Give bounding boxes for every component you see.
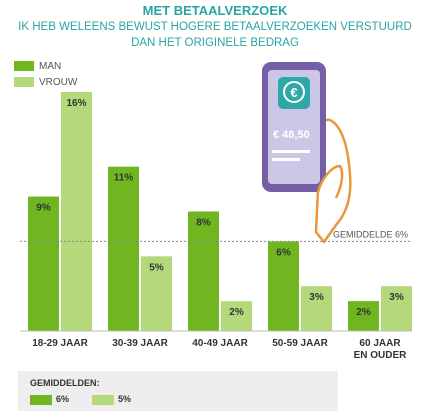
- averages-panel: GEMIDDELDEN: 6% 5%: [18, 371, 338, 411]
- euro-icon-ring: [283, 81, 305, 103]
- bar-chart: € € 48,50 9% 16% 11% 5% 8% 2% 6% 3% 2% 3% GEMIDDE…: [20, 62, 412, 361]
- phone-text-line-1: [272, 150, 310, 153]
- bar-value-label-vrouw-1: 5%: [149, 262, 164, 273]
- legend-item-man: MAN: [14, 58, 77, 74]
- bar-man-0: [28, 196, 59, 331]
- bar-vrouw-1: [141, 256, 172, 331]
- bar-value-label-man-2: 8%: [196, 218, 211, 229]
- average-vrouw-value: 5%: [118, 394, 132, 404]
- average-man-swatch: [30, 395, 52, 405]
- bar-value-label-man-3: 6%: [276, 247, 291, 258]
- averages-title: GEMIDDELDEN:: [30, 378, 100, 388]
- bar-value-label-man-4: 2%: [356, 307, 371, 318]
- bar-value-label-vrouw-3: 3%: [309, 292, 324, 303]
- bar-man-2: [188, 211, 219, 331]
- bar-labels-group: 9% 16% 11% 5% 8% 2% 6% 3% 2% 3%: [36, 98, 404, 318]
- average-reference-label: GEMIDDELDE 6%: [333, 229, 408, 239]
- category-label-4: 60 JAAR EN OUDER: [354, 338, 408, 361]
- subtitle-line-2: DAN HET ORIGINELE BEDRAG: [131, 37, 299, 49]
- hand-thumb: [316, 164, 344, 199]
- bar-value-label-man-1: 11%: [114, 173, 134, 184]
- euro-icon-glyph: €: [290, 85, 297, 100]
- category-label-0: 18-29 JAAR: [32, 338, 88, 349]
- bar-vrouw-3: [301, 286, 332, 331]
- average-man-value: 6%: [56, 394, 70, 404]
- bar-vrouw-4: [381, 286, 412, 331]
- legend-label-man: MAN: [39, 60, 62, 72]
- bar-man-4: [348, 301, 379, 331]
- phone-text-line-2: [272, 158, 300, 161]
- bar-vrouw-0: [61, 92, 92, 331]
- phone-amount: € 48,50: [273, 129, 310, 141]
- subtitle-line-1: IK HEB WELEENS BEWUST HOGERE BETAALVERZO…: [18, 21, 412, 33]
- bar-man-1: [108, 166, 139, 331]
- category-labels-group: 18-29 JAAR 30-39 JAAR 40-49 JAAR 50-59 JAAR…: [32, 338, 407, 361]
- phone-illustration: € € 48,50: [262, 62, 352, 244]
- chart-subtitle: IK HEB WELEENS BEWUST HOGERE BETAALVERZO…: [0, 19, 430, 51]
- bar-value-label-vrouw-4: 3%: [389, 292, 404, 303]
- legend-swatch-man: [14, 61, 34, 71]
- bars-group: [28, 92, 412, 331]
- bar-value-label-vrouw-0: 16%: [66, 98, 86, 109]
- bar-man-3: [268, 241, 299, 331]
- chart-title: MET BETAALVERZOEK: [142, 3, 288, 18]
- category-label-1: 30-39 JAAR: [112, 338, 168, 349]
- legend-label-vrouw: VROUW: [39, 76, 78, 88]
- legend: MAN VROUW: [14, 58, 77, 90]
- category-label-2: 40-49 JAAR: [192, 338, 248, 349]
- legend-item-vrouw: VROUW: [14, 74, 77, 90]
- category-label-3: 50-59 JAAR: [272, 338, 328, 349]
- bar-vrouw-2: [221, 301, 252, 331]
- bar-value-label-vrouw-2: 2%: [229, 307, 244, 318]
- average-vrouw-swatch: [92, 395, 114, 405]
- bar-value-label-man-0: 9%: [36, 203, 51, 214]
- legend-swatch-vrouw: [14, 77, 34, 87]
